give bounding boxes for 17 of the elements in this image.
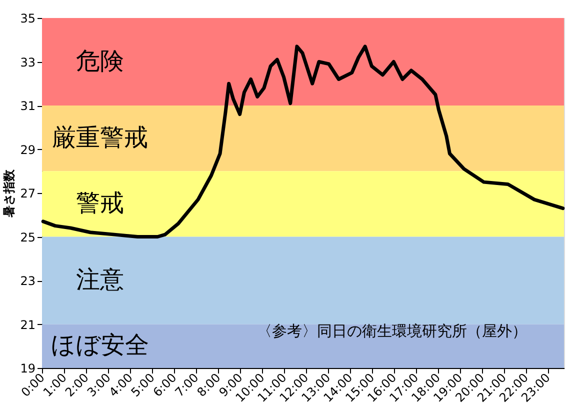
band-label: 警戒 [76, 188, 124, 217]
y-tick-label: 31 [20, 99, 36, 113]
y-tick-label: 27 [20, 186, 36, 200]
band-label: 危険 [76, 46, 124, 75]
y-tick-label: 21 [20, 318, 36, 332]
band-label: ほぼ安全 [51, 331, 149, 360]
y-tick-label: 23 [20, 274, 36, 288]
band-label: 注意 [76, 266, 124, 294]
y-tick-label: 33 [20, 55, 36, 70]
y-tick-label: 35 [20, 12, 36, 26]
y-axis-title: 暑さ指数 [2, 168, 16, 218]
annotation: 〈参考〉同日の衛生環境研究所（屋外） [257, 322, 527, 340]
band-label: 厳重警戒 [52, 123, 148, 152]
y-tick-label: 25 [20, 230, 36, 244]
line-series [41, 44, 565, 238]
y-tick-label: 19 [20, 362, 36, 376]
y-tick-label: 29 [20, 142, 36, 157]
